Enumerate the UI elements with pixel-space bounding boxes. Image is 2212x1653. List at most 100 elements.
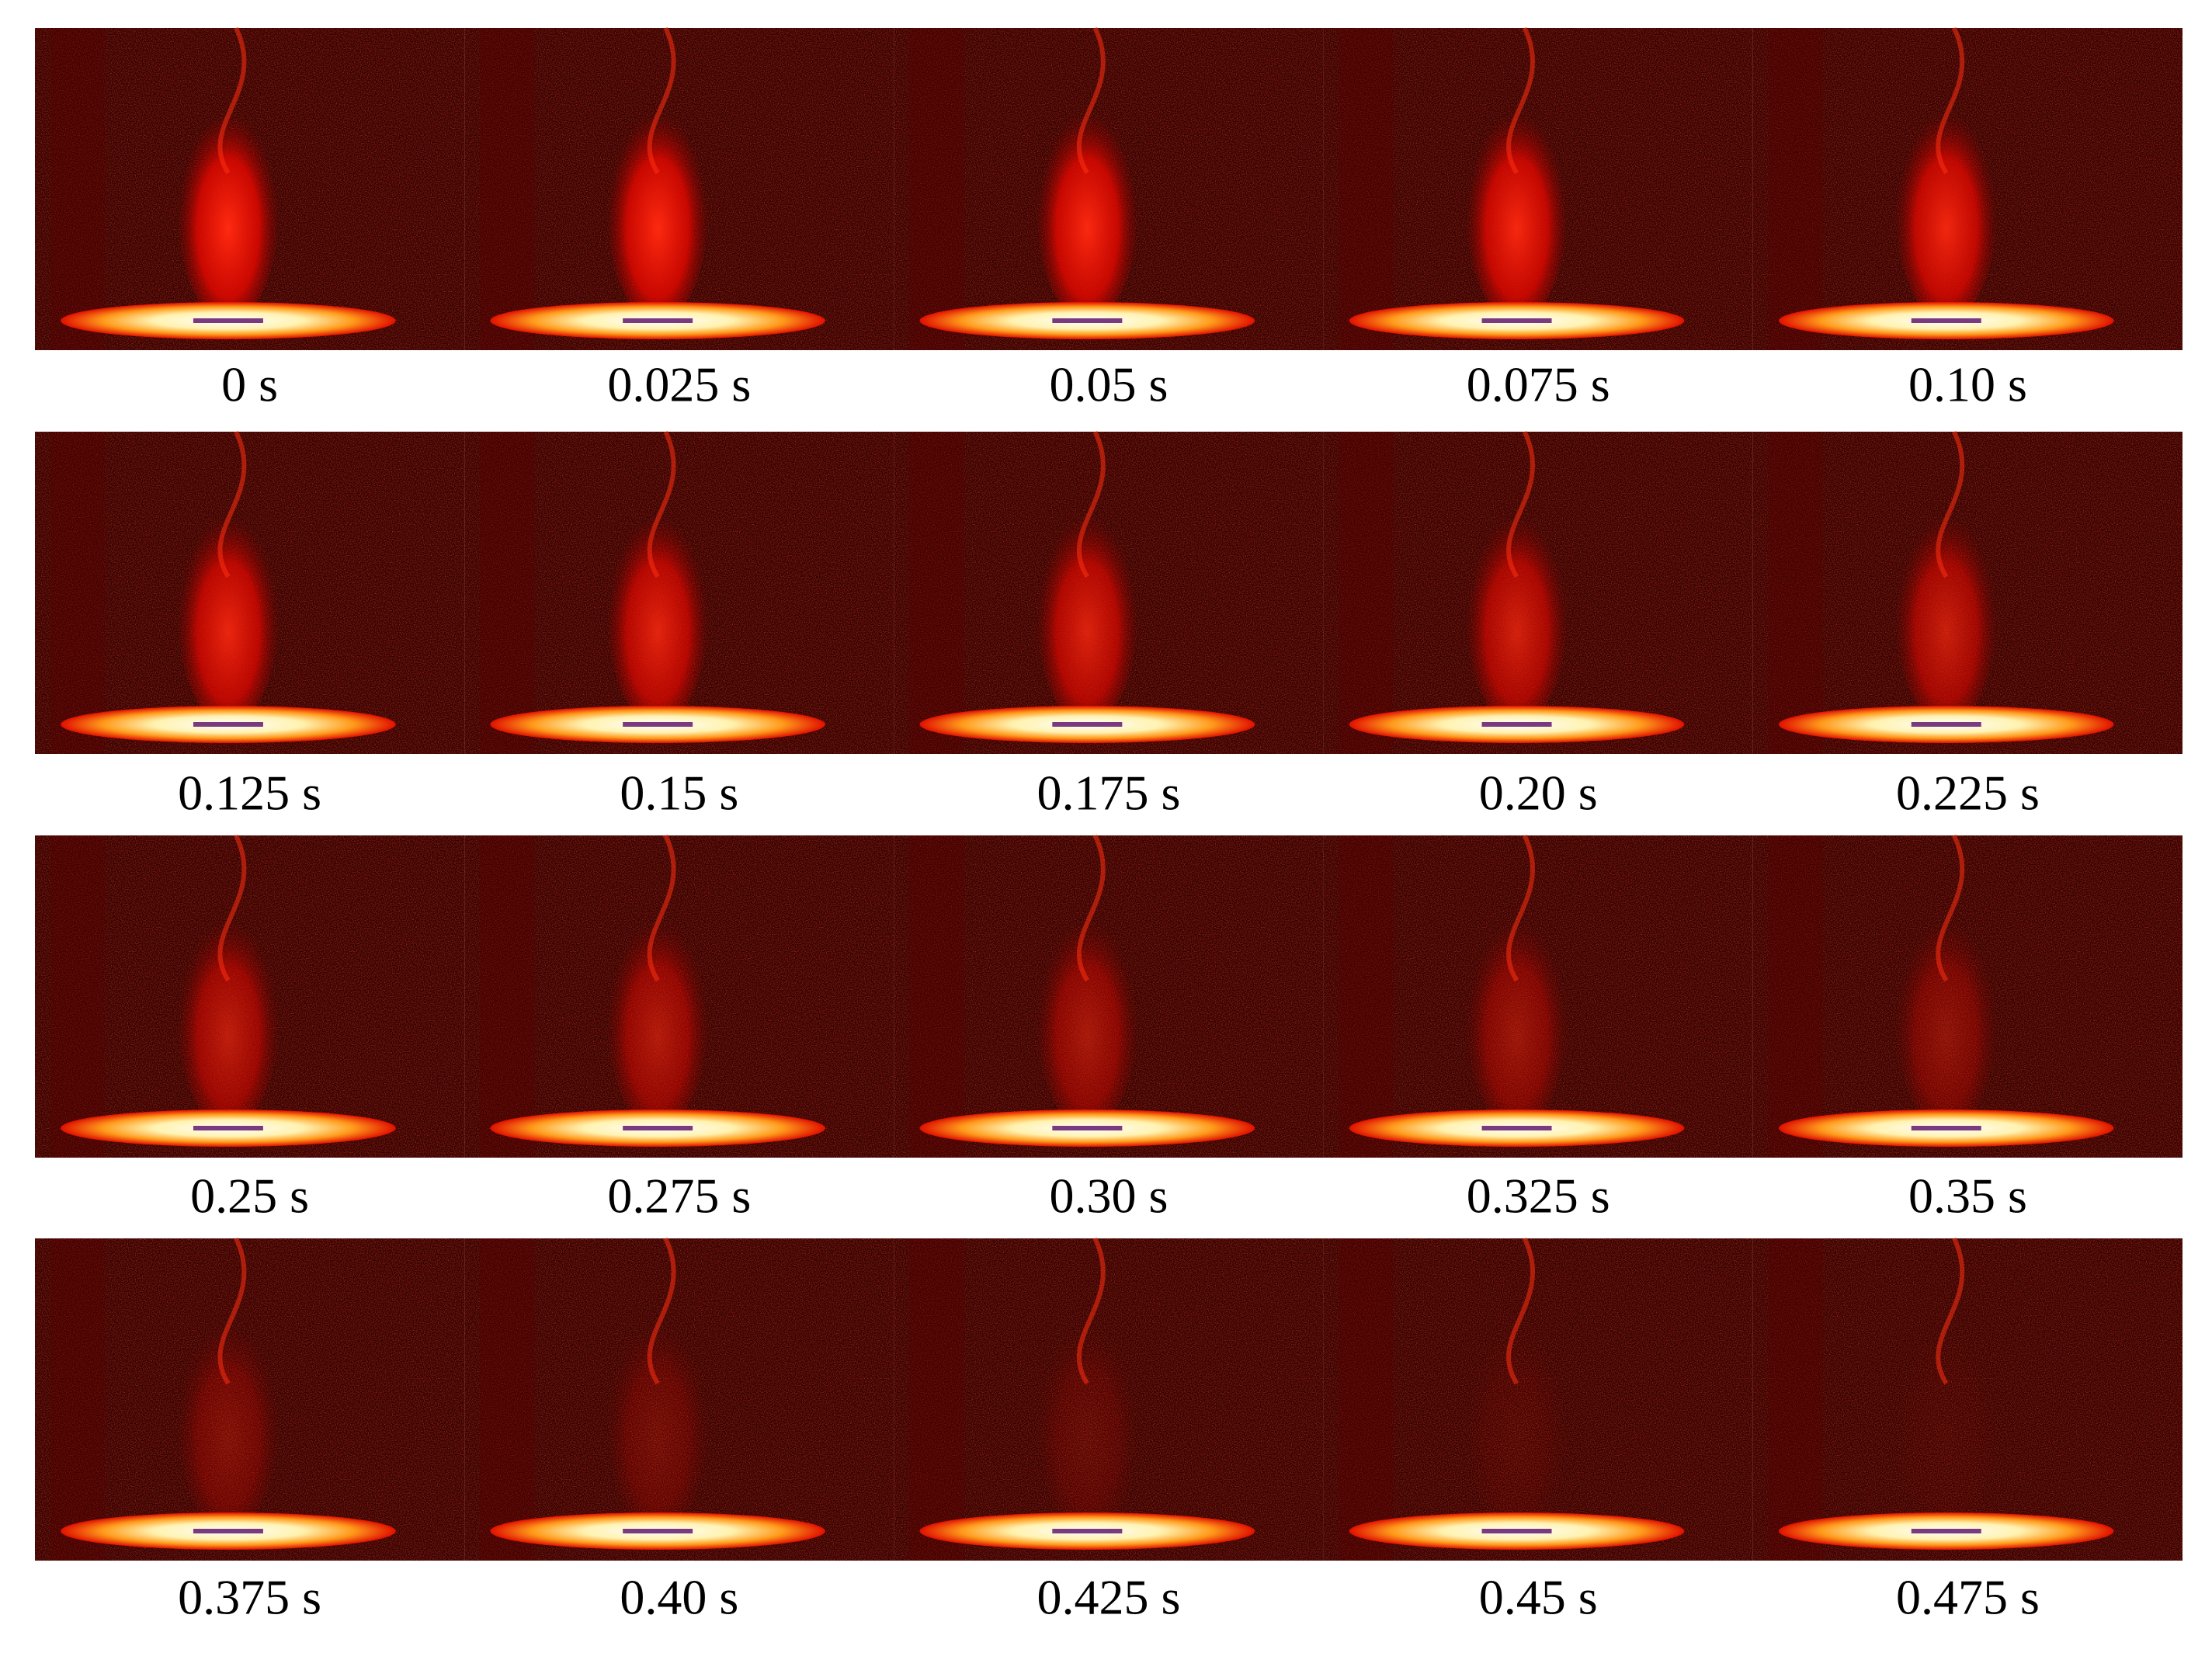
frame-caption: 0.15 s	[620, 766, 738, 821]
burner-slot	[1052, 318, 1123, 323]
frame	[1752, 1237, 2182, 1561]
frame-stripe	[50, 28, 105, 350]
frame-caption: 0.35 s	[1908, 1169, 2027, 1224]
burner-slot	[623, 1529, 693, 1533]
plume	[1894, 1299, 1998, 1532]
burner-slot	[1911, 1529, 1981, 1533]
frame-stripe	[480, 28, 535, 350]
frame-caption: 0.20 s	[1479, 766, 1598, 821]
frame-stripe	[909, 1238, 964, 1561]
frame	[464, 1237, 894, 1561]
frame	[1752, 834, 2182, 1158]
frame-caption: 0.05 s	[1050, 357, 1169, 412]
frame	[464, 834, 894, 1158]
frame-caption: 0 s	[221, 357, 278, 412]
burner-slot	[193, 1529, 263, 1533]
frame-stripe	[1768, 432, 1823, 754]
smoke-wisp	[647, 430, 676, 578]
frame	[1323, 1237, 1753, 1561]
smoke-wisp	[1076, 26, 1106, 175]
smoke-wisp	[1936, 430, 1965, 578]
plume	[1894, 89, 1998, 321]
frame	[464, 26, 894, 350]
frame-caption: 0.225 s	[1896, 766, 2040, 821]
smoke-wisp	[1076, 834, 1106, 982]
plume	[606, 89, 710, 321]
frame-caption: 0.25 s	[190, 1169, 309, 1224]
frame-stripe	[1339, 835, 1394, 1158]
frame-stripe	[1339, 28, 1394, 350]
frame	[35, 834, 465, 1158]
frame-caption: 0.10 s	[1908, 357, 2027, 412]
burner-slot	[193, 1126, 263, 1130]
burner-slot	[623, 318, 693, 323]
frame	[894, 1237, 1324, 1561]
burner-slot	[1052, 722, 1123, 727]
frame-caption: 0.45 s	[1479, 1570, 1598, 1625]
plume	[176, 896, 280, 1129]
smoke-wisp	[1076, 430, 1106, 578]
plume	[1035, 896, 1139, 1129]
frame-stripe	[909, 432, 964, 754]
burner-slot	[1481, 1126, 1552, 1130]
burner-slot	[1911, 318, 1981, 323]
frame-caption: 0.425 s	[1037, 1570, 1181, 1625]
plume	[606, 1299, 710, 1532]
burner-slot	[1481, 722, 1552, 727]
frame	[894, 430, 1324, 754]
plume	[1465, 896, 1568, 1129]
frame-caption: 0.075 s	[1467, 357, 1610, 412]
frame-stripe	[480, 835, 535, 1158]
plume	[1894, 492, 1998, 725]
frame-stripe	[909, 28, 964, 350]
frame	[1752, 26, 2182, 350]
plume	[1035, 89, 1139, 321]
smoke-wisp	[1936, 26, 1965, 175]
frame-stripe	[1339, 432, 1394, 754]
plume	[176, 89, 280, 321]
plume	[1465, 1299, 1568, 1532]
frame	[1752, 430, 2182, 754]
smoke-wisp	[1076, 1237, 1106, 1385]
smoke-wisp	[647, 1237, 676, 1385]
burner-slot	[1911, 722, 1981, 727]
frame-caption: 0.025 s	[607, 357, 751, 412]
plume	[1465, 492, 1568, 725]
burner-slot	[1052, 1529, 1123, 1533]
smoke-wisp	[1936, 834, 1965, 982]
smoke-wisp	[647, 26, 676, 175]
smoke-wisp	[217, 834, 247, 982]
burner-slot	[1052, 1126, 1123, 1130]
burner-slot	[1481, 318, 1552, 323]
frame-stripe	[50, 835, 105, 1158]
frame-caption: 0.125 s	[178, 766, 321, 821]
burner-slot	[1481, 1529, 1552, 1533]
frame-stripe	[1339, 1238, 1394, 1561]
burner-slot	[193, 722, 263, 727]
plume	[1465, 89, 1568, 321]
frame	[464, 430, 894, 754]
frame-caption: 0.275 s	[607, 1169, 751, 1224]
smoke-wisp	[1506, 834, 1535, 982]
frame-caption: 0.375 s	[178, 1570, 321, 1625]
frame-caption: 0.30 s	[1050, 1169, 1169, 1224]
burner-slot	[193, 318, 263, 323]
frame-stripe	[480, 1238, 535, 1561]
plume	[606, 896, 710, 1129]
frame	[35, 1237, 465, 1561]
plume	[1035, 492, 1139, 725]
frame-caption: 0.40 s	[620, 1570, 738, 1625]
frame-stripe	[50, 432, 105, 754]
smoke-wisp	[1506, 430, 1535, 578]
frame-stripe	[50, 1238, 105, 1561]
burner-slot	[1911, 1126, 1981, 1130]
frame	[1323, 430, 1753, 754]
plume	[176, 1299, 280, 1532]
frame-caption: 0.475 s	[1896, 1570, 2040, 1625]
smoke-wisp	[647, 834, 676, 982]
frame	[1323, 26, 1753, 350]
plume	[606, 492, 710, 725]
burner-slot	[623, 1126, 693, 1130]
